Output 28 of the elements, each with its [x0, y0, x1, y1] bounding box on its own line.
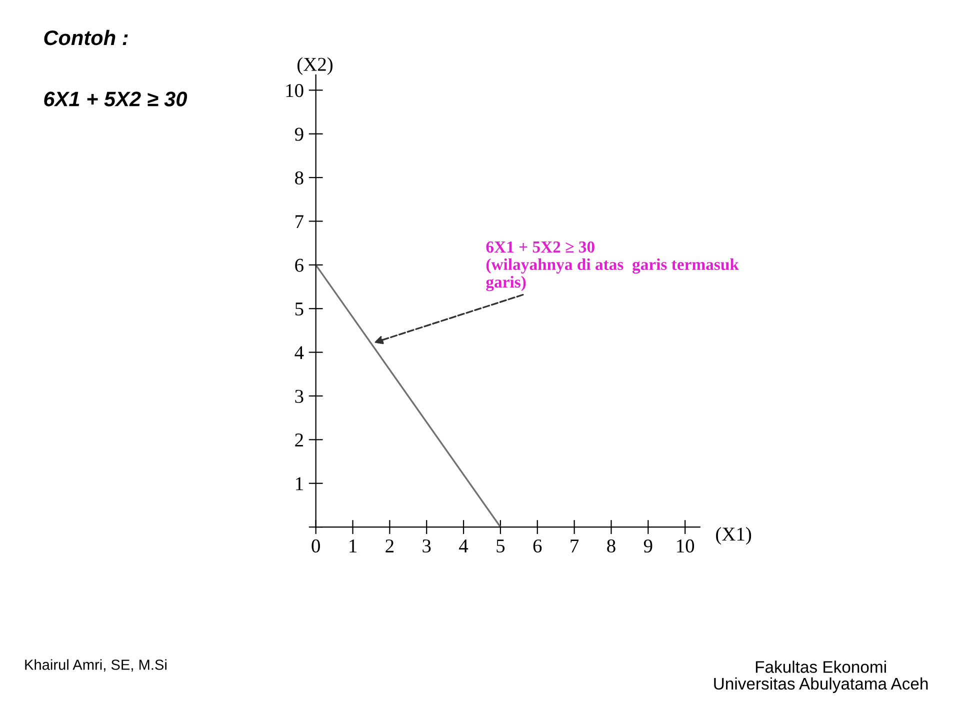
x-tick-label: 9	[644, 539, 652, 553]
text: 6X1 + 5X2 ≥ 30	[44, 92, 188, 106]
y-tick-label: 4	[294, 346, 304, 360]
y-tick-label: 9	[294, 128, 304, 141]
text: Contoh :	[44, 30, 128, 46]
y-tick-label: 1	[296, 477, 303, 490]
text: Khairul Amri, SE, M.Si	[25, 659, 166, 672]
y-tick-label: 2	[295, 434, 303, 446]
y-tick-label: 8	[295, 171, 304, 184]
y-tick-label: 5	[295, 302, 304, 316]
y-tick-label: 3	[295, 390, 304, 403]
x-tick-label: 10	[677, 539, 694, 553]
x-tick-label: 5	[496, 540, 505, 553]
x-tick-label: 6	[533, 539, 542, 553]
x-tick-label: 2	[386, 539, 394, 552]
x-tick-label: 7	[570, 540, 579, 552]
text: Fakultas Ekonomi Universitas Abulyatama Aceh	[714, 660, 928, 693]
y-axis-title: (X2)	[297, 57, 332, 75]
y-tick-label: 10	[286, 84, 304, 98]
x-tick-label: 0	[312, 539, 320, 553]
x-tick-label: 8	[607, 539, 616, 553]
x-tick-label: 1	[350, 540, 356, 552]
y-tick-label: 6	[295, 258, 304, 272]
x-tick-label: 3	[422, 539, 431, 553]
x-tick-label: 4	[459, 540, 468, 552]
annotation: 6X1 + 5X2 ≥ 30 (wilayahnya di atas garis termasuk garis)	[486, 241, 739, 292]
x-axis-title: (X1)	[716, 527, 752, 545]
y-tick-label: 7	[296, 215, 304, 228]
